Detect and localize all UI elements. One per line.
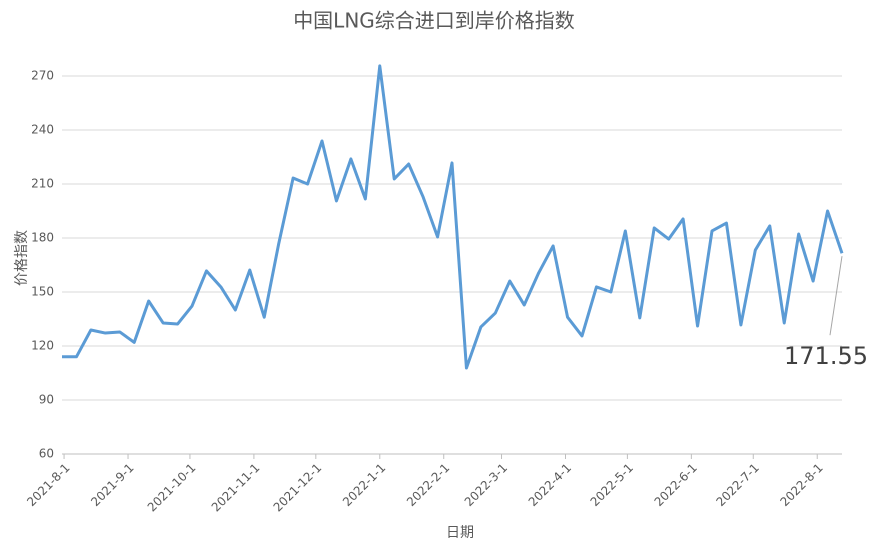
x-tick-label: 2022-1-1 <box>340 461 388 509</box>
x-tick-label: 2022-8-1 <box>777 461 825 509</box>
x-tick-label: 2022-5-1 <box>588 461 636 509</box>
x-tick-label: 2022-4-1 <box>526 461 574 509</box>
chart-title: 中国LNG综合进口到岸价格指数 <box>293 9 575 33</box>
x-axis-label: 日期 <box>446 525 474 541</box>
y-tick-label: 180 <box>31 231 54 245</box>
y-axis-label: 价格指数 <box>14 230 30 286</box>
line <box>62 64 844 370</box>
y-tick-label: 240 <box>31 123 54 137</box>
x-tick-label: 2021-8-1 <box>24 461 72 509</box>
y-tick-label: 210 <box>31 177 54 191</box>
annotation-leader <box>829 256 843 336</box>
x-tick-label: 2022-2-1 <box>404 461 452 509</box>
x-tick-label: 2021-10-1 <box>145 461 199 515</box>
y-tick-label: 150 <box>31 285 54 299</box>
annotation: 171.55 <box>784 342 868 370</box>
y-tick-label: 270 <box>31 69 54 83</box>
x-tick-label: 2022-7-1 <box>713 461 761 509</box>
y-tick-label: 120 <box>31 339 54 353</box>
y-tick-label: 60 <box>39 447 54 461</box>
x-tick-label: 2021-12-1 <box>271 461 325 515</box>
x-tick-label: 2022-3-1 <box>462 461 510 509</box>
x-tick-label: 2022-6-1 <box>652 461 700 509</box>
y-tick-label: 90 <box>39 393 54 407</box>
x-tick-label: 2021-11-1 <box>209 461 263 515</box>
x-tick-label: 2021-9-1 <box>88 461 136 509</box>
